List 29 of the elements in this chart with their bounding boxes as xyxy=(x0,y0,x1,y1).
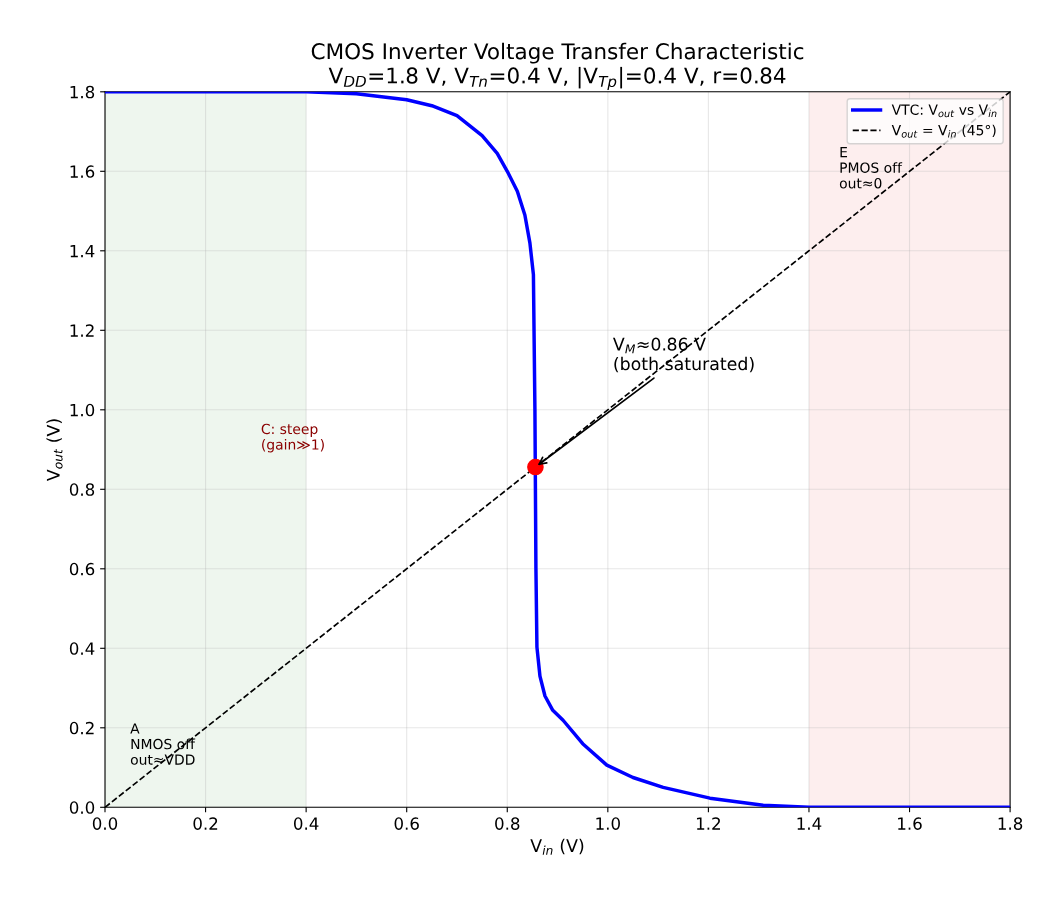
y-tick-label: 1.6 xyxy=(70,165,95,178)
x-tick-label: 1.0 xyxy=(596,817,620,830)
annotation: C: steep (gain≫1) xyxy=(261,423,324,453)
x-tick-label: 0.2 xyxy=(193,817,218,830)
y-tick-label: 0.2 xyxy=(69,721,94,735)
x-tick-label: 1.2 xyxy=(696,817,720,830)
x-tick-label: 1.6 xyxy=(898,817,922,830)
band-label: A NMOS off out≈VDD xyxy=(130,723,196,765)
legend-label: VTC: V$_{out}$ vs V$_{in}$ xyxy=(891,104,997,118)
x-tick-label: 0.6 xyxy=(394,817,419,830)
y-tick-label: 0.0 xyxy=(69,801,95,814)
band-label: E PMOS off out≈0 xyxy=(839,147,903,189)
y-tick-label: 0.8 xyxy=(69,483,95,496)
y-tick-label: 0.4 xyxy=(69,642,95,655)
annotation: V$_{M}$≈0.86 V (both saturated) xyxy=(613,337,754,373)
y-tick-label: 1.2 xyxy=(70,324,94,337)
x-tick-label: 0.4 xyxy=(293,817,319,830)
x-axis-title: V$_{in}$ (V) xyxy=(530,838,584,855)
chart-title: CMOS Inverter Voltage Transfer Characteristic V$_{DD}$=1.8 V, V$_{Tn}$=0.4 V, |V$_{Tp}$|=0.4 V, r=0.84 xyxy=(311,42,804,91)
y-tick-label: 1.4 xyxy=(70,244,95,258)
y-axis-title: V$_{out}$ (V) xyxy=(46,419,63,482)
x-tick-label: 0.0 xyxy=(92,817,118,830)
x-tick-label: 0.8 xyxy=(495,817,520,830)
y-tick-label: 0.6 xyxy=(69,562,95,576)
y-tick-label: 1.8 xyxy=(70,85,95,99)
y-tick-label: 1.0 xyxy=(70,403,95,417)
x-tick-label: 1.8 xyxy=(998,817,1023,830)
legend-label: V$_{out}$ = V$_{in}$ (45°) xyxy=(891,124,996,138)
x-tick-label: 1.4 xyxy=(797,817,822,830)
